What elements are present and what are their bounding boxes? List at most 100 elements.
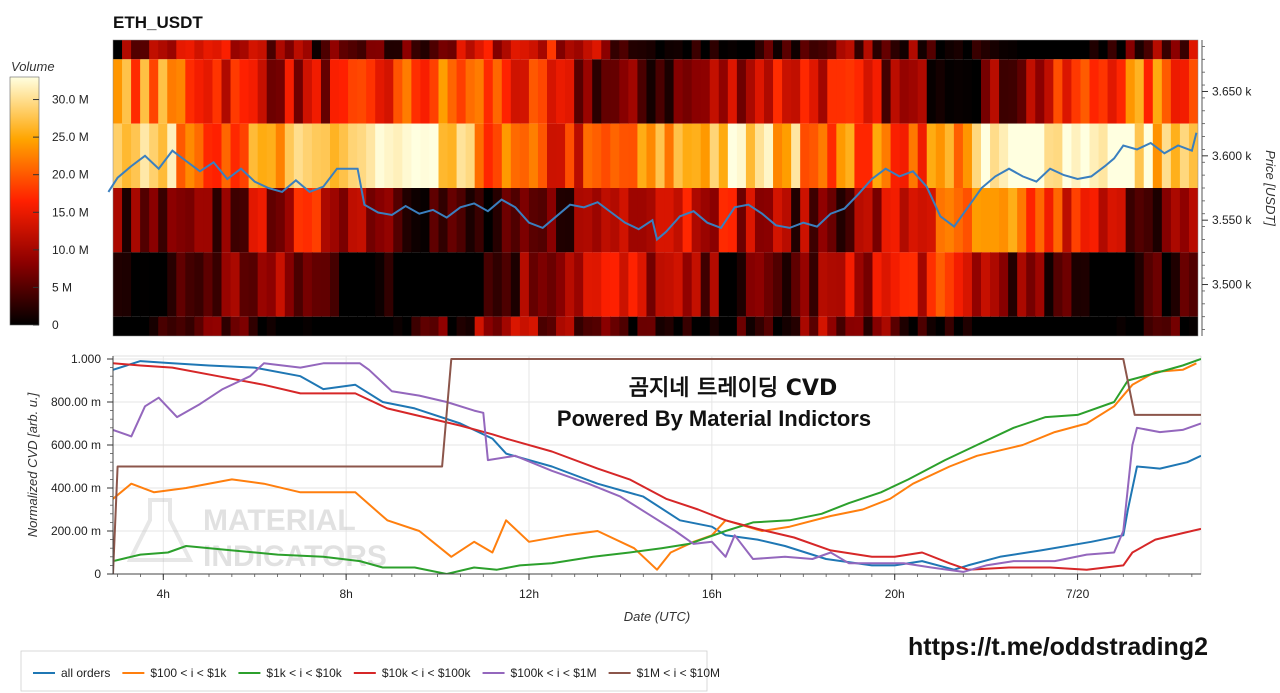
heatmap-cell [510, 123, 521, 188]
heatmap-cell [140, 40, 150, 60]
heatmap-cell [628, 188, 639, 253]
heatmap-cell [999, 188, 1009, 253]
heatmap-cell [908, 252, 919, 317]
heatmap-cell [1116, 252, 1127, 317]
heatmap-cell [1008, 123, 1018, 188]
cvd-x-tick-label: 4h [157, 587, 170, 601]
heatmap-cell [330, 40, 340, 60]
heatmap-cell [1161, 40, 1172, 60]
heatmap-cell [320, 252, 331, 317]
heatmap-cell [456, 252, 467, 317]
heatmap-cell [366, 40, 376, 60]
heatmap-cell [474, 188, 485, 253]
heatmap-cell [745, 123, 756, 188]
heatmap-cell [547, 40, 557, 60]
heatmap-cell [320, 316, 331, 336]
heatmap-cell [320, 59, 331, 124]
heatmap-cell [320, 188, 331, 253]
heatmap-cell [131, 123, 141, 188]
heatmap-cell [1026, 188, 1036, 253]
heatmap-cell [827, 252, 837, 317]
heatmap-cell [754, 188, 765, 253]
heatmap-cell [628, 40, 639, 60]
heatmap-cell [230, 40, 241, 60]
heatmap-cell [836, 123, 846, 188]
heatmap-cell [1107, 188, 1118, 253]
heatmap-cell [854, 188, 865, 253]
heatmap-cell [348, 40, 358, 60]
heatmap-cell [465, 252, 476, 317]
heatmap-cell [800, 188, 810, 253]
heatmap-cell [881, 40, 892, 60]
heatmap-cell [637, 252, 648, 317]
heatmap-cell [854, 123, 865, 188]
heatmap-cell [1170, 188, 1181, 253]
heatmap-cell [664, 59, 675, 124]
heatmap-cell [1125, 59, 1136, 124]
cvd-x-tick-label: 8h [339, 587, 352, 601]
heatmap-cell [492, 59, 503, 124]
heatmap-cell [140, 252, 150, 317]
heatmap-cell [1017, 59, 1027, 124]
heatmap-cell [628, 123, 639, 188]
colorbar-tick-label: 20.0 M [52, 168, 89, 182]
heatmap-cell [682, 188, 693, 253]
heatmap-cell [1143, 59, 1154, 124]
heatmap-cell [745, 316, 756, 336]
heatmap-cell [981, 252, 991, 317]
heatmap-cell [402, 188, 412, 253]
heatmap-cell [438, 188, 449, 253]
heatmap-cell [818, 316, 828, 336]
heatmap-cell [583, 316, 593, 336]
heatmap-cell [1143, 40, 1154, 60]
legend-label: $10k < i < $100k [382, 666, 472, 680]
heatmap-cell [420, 59, 431, 124]
heatmap-cell [709, 252, 720, 317]
heatmap-cell [492, 123, 503, 188]
heatmap-cell [935, 188, 946, 253]
heatmap-cell [510, 59, 521, 124]
heatmap-cell [248, 123, 259, 188]
telegram-url[interactable]: https://t.me/oddstrading2 [908, 633, 1208, 661]
heatmap-cell [221, 188, 232, 253]
heatmap-cell [556, 252, 566, 317]
heatmap-cell [709, 59, 720, 124]
heatmap-cell [465, 123, 476, 188]
heatmap-cell [700, 40, 711, 60]
heatmap-cell [592, 316, 602, 336]
heatmap-cell [140, 316, 150, 336]
colorbar-tick-label: 5 M [52, 280, 72, 294]
heatmap-cell [890, 40, 901, 60]
heatmap-cell [962, 188, 973, 253]
heatmap-cell [809, 188, 819, 253]
heatmap-cell [221, 252, 232, 317]
heatmap-cell [646, 252, 657, 317]
heatmap-cell [122, 123, 132, 188]
heatmap-cell [248, 59, 259, 124]
heatmap-cell [682, 252, 693, 317]
heatmap-cell [1098, 59, 1109, 124]
heatmap-cell [773, 316, 783, 336]
heatmap-cell [122, 40, 132, 60]
heatmap-cell [456, 59, 467, 124]
heatmap-cell [908, 316, 919, 336]
heatmap-cell [1008, 252, 1018, 317]
heatmap-cell [311, 188, 322, 253]
heatmap-cell [791, 252, 801, 317]
heatmap-cell [456, 40, 467, 60]
heatmap-cell [483, 123, 494, 188]
heatmap-cell [194, 252, 205, 317]
heatmap-cell [429, 123, 440, 188]
heatmap-cell [402, 252, 412, 317]
heatmap-cell [411, 59, 422, 124]
heatmap-cell [158, 123, 168, 188]
series-line-b100_1k [113, 362, 1197, 571]
heatmap-cell [565, 316, 575, 336]
heatmap-cell [221, 123, 232, 188]
heatmap-cell [583, 188, 593, 253]
heatmap-cell [890, 59, 901, 124]
heatmap-cell [917, 59, 928, 124]
heatmap-cell [1152, 188, 1163, 253]
heatmap-cell [1008, 40, 1018, 60]
heatmap-cell [917, 316, 928, 336]
